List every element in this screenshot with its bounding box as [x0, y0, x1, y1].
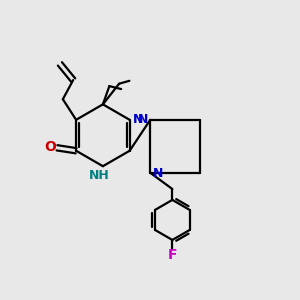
Text: NH: NH: [89, 169, 110, 182]
Text: N: N: [133, 113, 143, 126]
Text: N: N: [137, 113, 148, 126]
Text: O: O: [45, 140, 56, 154]
Text: N: N: [153, 167, 163, 180]
Text: F: F: [168, 248, 177, 262]
